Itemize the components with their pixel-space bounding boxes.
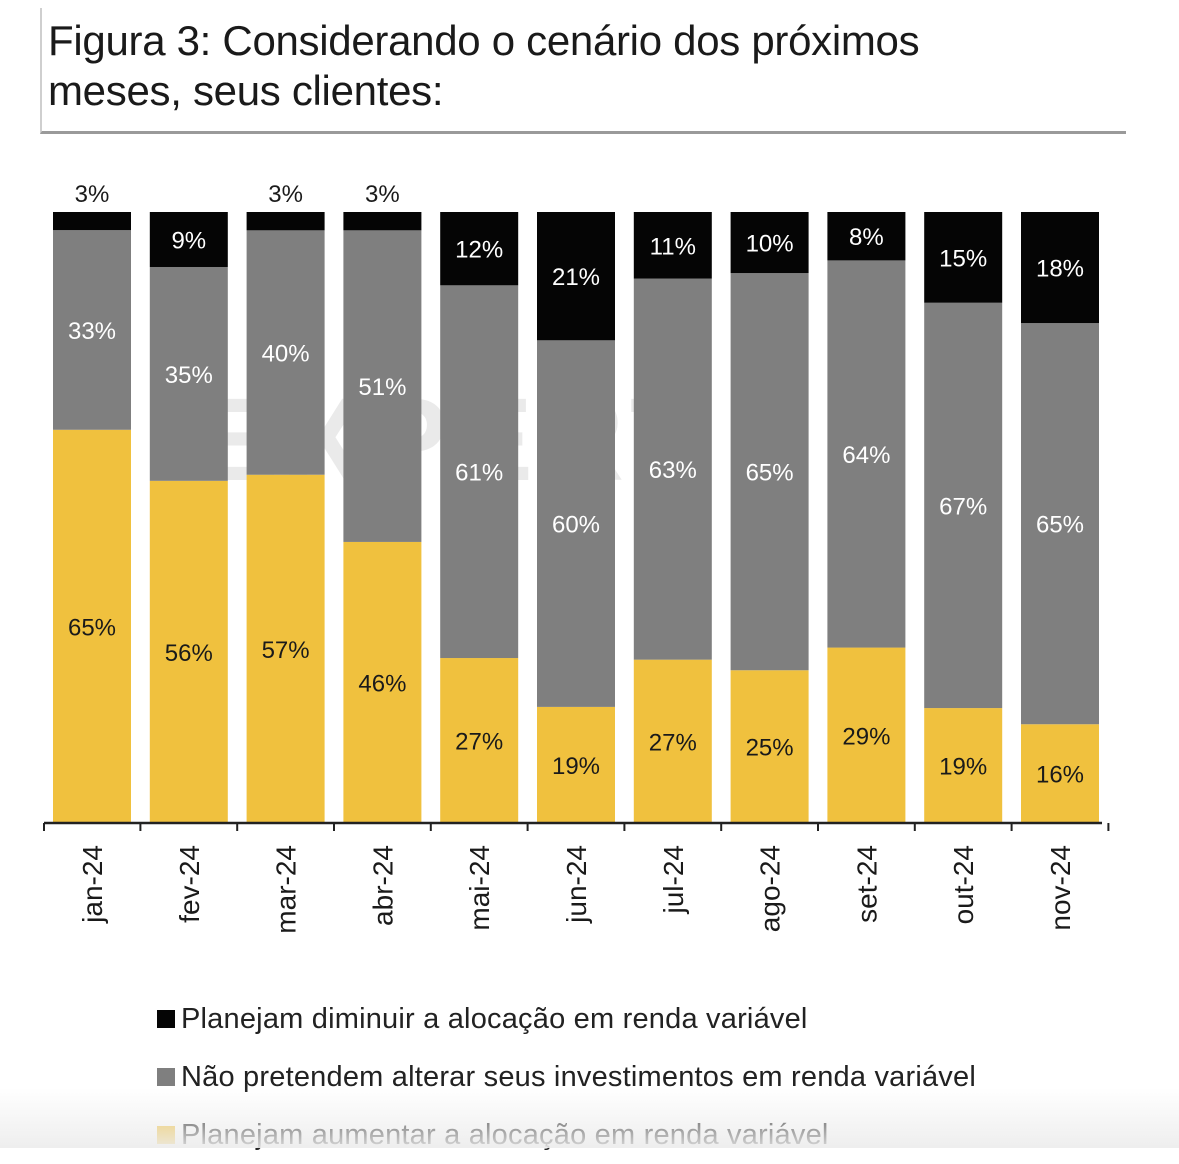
bar-segment-nao_alterar-jul-24 — [633, 278, 712, 660]
bar-segment-aumentar-jan-24 — [53, 429, 131, 823]
x-tick-label-nov-24: nov-24 — [1045, 845, 1076, 931]
bar-segment-diminuir-jul-24 — [633, 212, 712, 279]
legend-label: Planejam diminuir a alocação em renda va… — [181, 1002, 808, 1035]
bar-segment-nao_alterar-nov-24 — [1021, 323, 1099, 725]
data-label-nao_alterar-nov-24: 65% — [1036, 512, 1084, 539]
bar-segment-diminuir-mar-24 — [246, 212, 325, 231]
legend-label: Não pretendem alterar seus investimentos… — [181, 1060, 976, 1093]
bar-segment-diminuir-jun-24 — [537, 212, 615, 341]
bar-segment-aumentar-out-24 — [924, 708, 1003, 823]
legend-swatch — [157, 1126, 175, 1144]
bar-segment-aumentar-mar-24 — [246, 474, 325, 823]
data-label-nao_alterar-jun-24: 60% — [552, 512, 600, 539]
x-tick-label-jul-24: jul-24 — [658, 845, 689, 914]
data-label-diminuir-nov-24: 18% — [1036, 256, 1084, 283]
bar-segment-nao_alterar-mai-24 — [440, 285, 519, 659]
legend-item-diminuir: Planejam diminuir a alocação em renda va… — [157, 990, 976, 1048]
data-label-aumentar-ago-24: 25% — [746, 735, 794, 762]
bar-segment-aumentar-nov-24 — [1021, 724, 1099, 823]
data-label-aumentar-jan-24: 65% — [68, 614, 116, 641]
x-tick-label-jan-24: jan-24 — [77, 845, 108, 924]
bar-segment-diminuir-nov-24 — [1021, 212, 1099, 324]
bar-segment-nao_alterar-ago-24 — [730, 273, 809, 671]
data-label-aumentar-abr-24: 46% — [358, 670, 406, 697]
data-label-aumentar-mar-24: 57% — [262, 637, 310, 664]
data-label-aumentar-mai-24: 27% — [455, 729, 503, 756]
bar-segment-aumentar-set-24 — [827, 647, 906, 823]
bar-segment-aumentar-jun-24 — [537, 706, 615, 823]
x-tick-label-out-24: out-24 — [948, 845, 979, 924]
data-label-nao_alterar-ago-24: 65% — [746, 460, 794, 487]
data-label-diminuir-fev-24: 9% — [171, 227, 206, 254]
bar-segment-nao_alterar-abr-24 — [343, 230, 422, 542]
x-tick-label-ago-24: ago-24 — [755, 845, 786, 932]
legend-swatch — [157, 1010, 175, 1028]
data-label-nao_alterar-mar-24: 40% — [262, 341, 310, 368]
bar-segment-aumentar-ago-24 — [730, 670, 809, 823]
data-label-aumentar-fev-24: 56% — [165, 640, 213, 667]
bar-segment-nao_alterar-jan-24 — [53, 230, 131, 430]
data-label-diminuir-jul-24: 11% — [650, 233, 696, 260]
title-box: Figura 3: Considerando o cenário dos pró… — [40, 8, 1126, 134]
legend-item-nao_alterar: Não pretendem alterar seus investimentos… — [157, 1048, 976, 1106]
bar-segment-diminuir-ago-24 — [730, 212, 809, 274]
data-label-nao_alterar-mai-24: 61% — [455, 460, 503, 487]
bar-segment-nao_alterar-fev-24 — [149, 266, 228, 481]
data-label-nao_alterar-jan-24: 33% — [68, 318, 116, 345]
x-tick-label-mai-24: mai-24 — [464, 845, 495, 931]
data-label-diminuir-jan-24: 3% — [75, 181, 110, 208]
bar-segment-diminuir-set-24 — [827, 212, 906, 261]
bar-segment-aumentar-abr-24 — [343, 541, 422, 823]
bar-segment-aumentar-mai-24 — [440, 658, 519, 823]
data-label-nao_alterar-out-24: 67% — [939, 493, 987, 520]
data-label-aumentar-jul-24: 27% — [649, 729, 697, 756]
data-label-aumentar-jun-24: 19% — [552, 753, 600, 780]
data-label-nao_alterar-jul-24: 63% — [649, 457, 697, 484]
data-label-diminuir-set-24: 8% — [849, 224, 884, 251]
data-label-diminuir-ago-24: 10% — [746, 231, 794, 258]
legend-label: Planejam aumentar a alocação em renda va… — [181, 1118, 829, 1151]
bar-segment-diminuir-jan-24 — [53, 212, 131, 231]
data-label-aumentar-set-24: 29% — [842, 723, 890, 750]
chart-title: Figura 3: Considerando o cenário dos pró… — [48, 17, 920, 114]
data-label-nao_alterar-set-24: 64% — [842, 442, 890, 469]
stacked-bar-chart: EXPERT65%33%3%jan-2456%35%9%fev-2457%40%… — [43, 181, 1110, 934]
bar-segment-diminuir-mai-24 — [440, 212, 519, 286]
data-label-diminuir-jun-24: 21% — [552, 264, 600, 291]
bar-segment-nao_alterar-jun-24 — [537, 340, 615, 707]
data-label-diminuir-abr-24: 3% — [365, 181, 400, 208]
bar-segment-nao_alterar-set-24 — [827, 260, 906, 648]
bar-segment-nao_alterar-out-24 — [924, 302, 1003, 709]
bar-segment-nao_alterar-mar-24 — [246, 230, 325, 475]
data-label-nao_alterar-abr-24: 51% — [358, 374, 406, 401]
legend: Planejam diminuir a alocação em renda va… — [157, 990, 976, 1164]
data-label-diminuir-mai-24: 12% — [455, 237, 503, 264]
bar-segment-diminuir-out-24 — [924, 212, 1003, 303]
legend-swatch — [157, 1068, 175, 1086]
data-label-diminuir-mar-24: 3% — [268, 181, 303, 208]
data-label-aumentar-out-24: 19% — [939, 754, 987, 781]
data-label-nao_alterar-fev-24: 35% — [165, 362, 213, 389]
legend-item-aumentar: Planejam aumentar a alocação em renda va… — [157, 1106, 976, 1164]
bar-segment-aumentar-fev-24 — [149, 480, 228, 823]
bar-segment-aumentar-jul-24 — [633, 659, 712, 823]
x-tick-label-fev-24: fev-24 — [174, 845, 205, 923]
x-tick-label-jun-24: jun-24 — [561, 845, 592, 924]
data-label-diminuir-out-24: 15% — [939, 245, 987, 272]
bar-segment-diminuir-abr-24 — [343, 212, 422, 231]
bar-segment-diminuir-fev-24 — [149, 212, 228, 267]
x-tick-label-set-24: set-24 — [851, 845, 882, 923]
data-label-aumentar-nov-24: 16% — [1036, 762, 1084, 789]
x-tick-label-abr-24: abr-24 — [367, 845, 398, 926]
x-tick-label-mar-24: mar-24 — [271, 845, 302, 934]
